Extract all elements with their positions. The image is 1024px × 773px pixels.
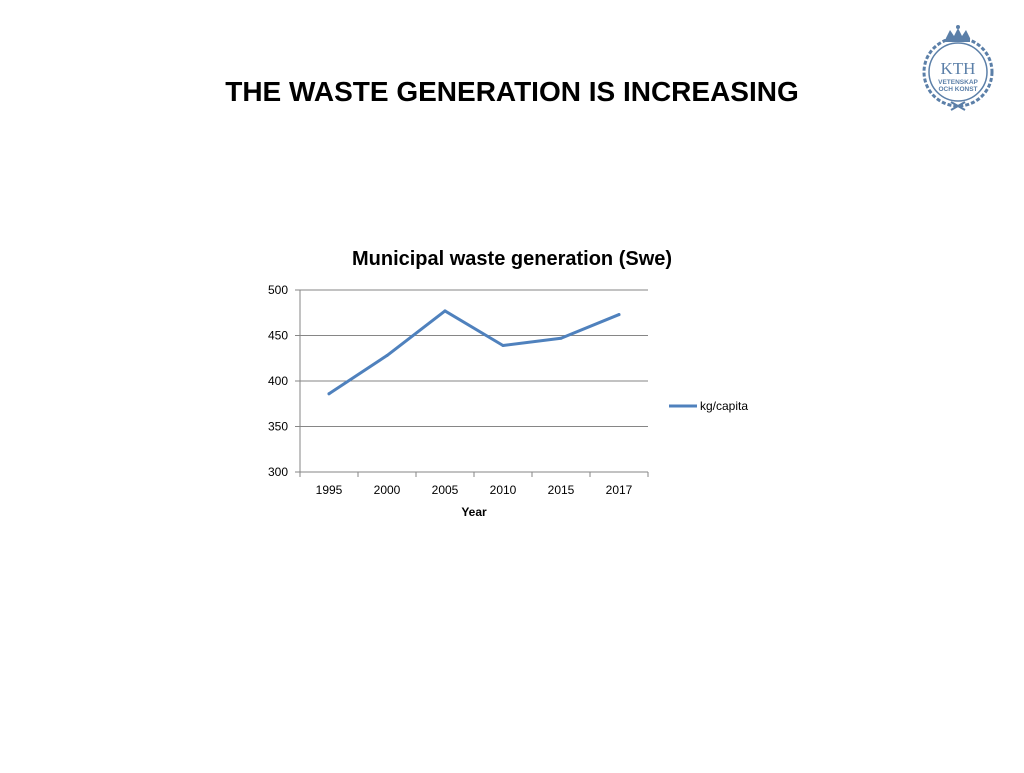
y-tick-label: 350 [268, 420, 288, 434]
data-point [501, 344, 505, 348]
series-layer [327, 309, 621, 396]
kth-logo: KTH VETENSKAP OCH KONST [918, 24, 998, 112]
data-point [559, 336, 563, 340]
x-tick-label: 2005 [432, 483, 459, 497]
labels: Municipal waste generation (Swe) 500 450 40… [268, 248, 672, 519]
data-point [617, 313, 621, 317]
page-title: THE WASTE GENERATION IS INCREASING [225, 76, 799, 107]
x-tick-label: 2000 [374, 483, 401, 497]
x-tick-label: 2017 [606, 483, 633, 497]
y-tick-label: 450 [268, 329, 288, 343]
series-line-0 [327, 309, 621, 396]
x-axis-title: Year [461, 505, 487, 519]
legend: kg/capita [669, 399, 748, 413]
x-tick-label: 2015 [548, 483, 575, 497]
logo-main-text: KTH [941, 59, 976, 78]
x-tick-label: 1995 [316, 483, 343, 497]
y-tick-label: 500 [268, 283, 288, 297]
logo-line1-text: VETENSKAP [938, 79, 978, 86]
y-tick-label: 300 [268, 465, 288, 479]
chart-title: Municipal waste generation (Swe) [352, 248, 672, 270]
x-tick-label: 2010 [490, 483, 517, 497]
legend-label: kg/capita [700, 399, 748, 413]
y-tick-label: 400 [268, 374, 288, 388]
grid-lines [300, 289, 648, 473]
axes [295, 289, 649, 477]
data-point [327, 392, 331, 396]
logo-line2-text: OCH KONST [939, 86, 978, 93]
kth-logo-icon: KTH VETENSKAP OCH KONST [922, 25, 994, 111]
data-point [385, 354, 389, 358]
data-point [443, 309, 447, 313]
